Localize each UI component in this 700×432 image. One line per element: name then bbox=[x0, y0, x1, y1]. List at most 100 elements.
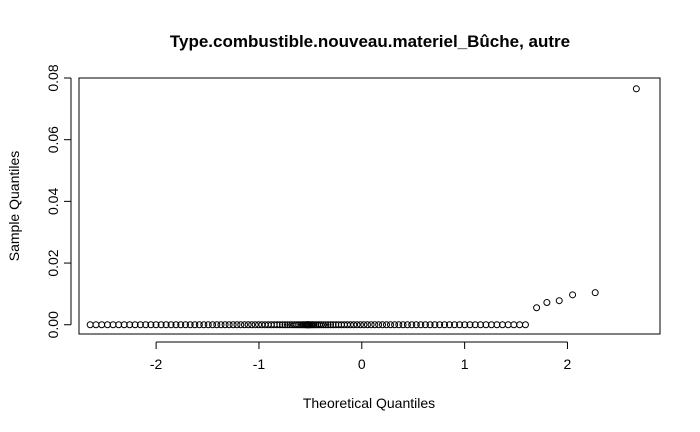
data-point bbox=[152, 321, 160, 329]
data-point bbox=[319, 321, 327, 329]
chart-title: Type.combustible.nouveau.materiel_Bûche,… bbox=[170, 32, 570, 51]
data-point bbox=[292, 321, 300, 329]
data-point bbox=[136, 321, 144, 329]
data-point bbox=[142, 321, 150, 329]
data-point bbox=[350, 321, 358, 329]
data-point bbox=[186, 321, 194, 329]
y-tick-label: 0.06 bbox=[45, 126, 61, 153]
data-point bbox=[327, 321, 335, 329]
data-point bbox=[375, 321, 383, 329]
data-point bbox=[356, 321, 364, 329]
data-point bbox=[237, 321, 245, 329]
data-point bbox=[555, 297, 563, 305]
data-point bbox=[209, 321, 217, 329]
data-point bbox=[382, 321, 390, 329]
data-point bbox=[162, 321, 170, 329]
data-point bbox=[408, 321, 416, 329]
data-point bbox=[504, 321, 512, 329]
data-point bbox=[233, 321, 241, 329]
data-point bbox=[412, 321, 420, 329]
data-point bbox=[229, 321, 237, 329]
data-point bbox=[147, 321, 155, 329]
y-tick-label: 0.08 bbox=[45, 64, 61, 91]
data-point bbox=[276, 321, 284, 329]
data-point bbox=[482, 321, 490, 329]
data-point bbox=[172, 321, 180, 329]
data-point bbox=[445, 321, 453, 329]
plot-frame bbox=[78, 77, 661, 335]
data-point bbox=[324, 321, 332, 329]
x-tick-label: 1 bbox=[461, 356, 469, 372]
data-point bbox=[436, 321, 444, 329]
x-tick-label: 0 bbox=[358, 356, 366, 372]
data-point bbox=[471, 321, 479, 329]
data-point bbox=[244, 321, 252, 329]
x-tick-label: -1 bbox=[253, 356, 266, 372]
data-point bbox=[182, 321, 190, 329]
y-tick-label: 0.04 bbox=[45, 188, 61, 215]
x-axis: -2 -1 0 1 2 bbox=[150, 341, 572, 372]
data-point bbox=[131, 321, 139, 329]
data-point bbox=[451, 321, 459, 329]
data-point bbox=[516, 321, 524, 329]
data-point bbox=[346, 321, 354, 329]
data-point bbox=[86, 321, 94, 329]
data-point bbox=[632, 85, 640, 93]
data-point bbox=[403, 321, 411, 329]
data-point bbox=[204, 321, 212, 329]
data-point bbox=[279, 321, 287, 329]
y-axis: 0.00 0.02 0.04 0.06 0.08 bbox=[45, 64, 72, 338]
data-point bbox=[195, 321, 203, 329]
data-point bbox=[92, 321, 100, 329]
data-point bbox=[417, 321, 425, 329]
data-point bbox=[360, 321, 368, 329]
data-point bbox=[399, 321, 407, 329]
data-point bbox=[284, 321, 292, 329]
data-point bbox=[510, 321, 518, 329]
data-point bbox=[281, 321, 289, 329]
data-point bbox=[213, 321, 221, 329]
data-point bbox=[126, 321, 134, 329]
data-point bbox=[273, 321, 281, 329]
data-point bbox=[363, 321, 371, 329]
x-axis-label: Theoretical Quantiles bbox=[303, 395, 435, 411]
data-point bbox=[217, 321, 225, 329]
data-point bbox=[379, 321, 387, 329]
x-tick-label: -2 bbox=[150, 356, 163, 372]
data-point bbox=[533, 304, 541, 312]
data-point bbox=[255, 321, 263, 329]
x-tick-label: 2 bbox=[564, 356, 572, 372]
data-point bbox=[426, 321, 434, 329]
data-point bbox=[421, 321, 429, 329]
data-points bbox=[86, 85, 640, 329]
y-axis-label: Sample Quantiles bbox=[6, 151, 22, 262]
y-tick-label: 0.02 bbox=[45, 249, 61, 276]
data-point bbox=[441, 321, 449, 329]
data-point bbox=[387, 321, 395, 329]
data-point bbox=[431, 321, 439, 329]
data-point bbox=[225, 321, 233, 329]
data-point bbox=[543, 299, 551, 307]
data-point bbox=[157, 321, 165, 329]
data-point bbox=[248, 321, 256, 329]
data-point bbox=[461, 321, 469, 329]
data-point bbox=[221, 321, 229, 329]
data-point bbox=[120, 321, 128, 329]
data-point bbox=[591, 289, 599, 297]
data-point bbox=[177, 321, 185, 329]
y-tick-label: 0.00 bbox=[45, 311, 61, 338]
data-point bbox=[167, 321, 175, 329]
data-point bbox=[200, 321, 208, 329]
data-point bbox=[353, 321, 361, 329]
data-point bbox=[240, 321, 248, 329]
data-point bbox=[521, 321, 529, 329]
data-point bbox=[456, 321, 464, 329]
data-point bbox=[191, 321, 199, 329]
data-point bbox=[329, 321, 337, 329]
data-point bbox=[395, 321, 403, 329]
data-point bbox=[569, 291, 577, 299]
data-point bbox=[466, 321, 474, 329]
data-point bbox=[367, 321, 375, 329]
data-point bbox=[251, 321, 259, 329]
